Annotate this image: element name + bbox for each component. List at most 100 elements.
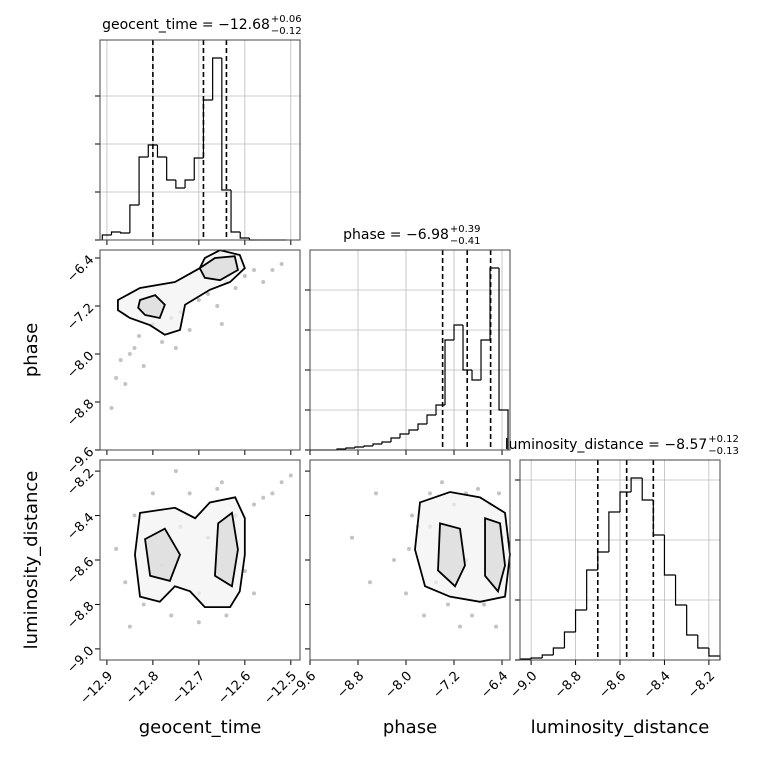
sample-point — [173, 469, 178, 474]
sample-point — [497, 491, 502, 496]
sample-point — [470, 613, 475, 618]
contour — [137, 294, 166, 320]
sample-point — [206, 291, 211, 296]
sample-point — [196, 297, 201, 302]
sample-point — [132, 513, 137, 518]
x-tick-label: −12.6 — [215, 669, 254, 708]
histogram-bin — [156, 145, 167, 158]
panel-frame — [99, 249, 301, 451]
histogram-bin — [630, 477, 643, 492]
panel-frame — [519, 459, 721, 661]
x-tick-label: −8.4 — [641, 669, 674, 702]
contour — [437, 522, 466, 588]
sample-point — [404, 591, 409, 596]
x-tick-label: −8.6 — [596, 669, 629, 702]
sample-point — [407, 546, 412, 551]
histogram-bin — [619, 491, 632, 512]
sample-point — [242, 273, 247, 278]
contour — [214, 511, 239, 588]
sample-point — [270, 267, 275, 272]
histogram-bin — [408, 429, 419, 434]
title-lower: −0.12 — [271, 26, 302, 37]
y-tick-label: −6.4 — [64, 253, 97, 286]
sample-point — [252, 591, 257, 596]
histogram-bin — [354, 446, 365, 448]
histogram-bin — [686, 605, 698, 636]
histogram-bin — [184, 179, 195, 188]
sample-point — [215, 486, 220, 491]
y-tick-label: −8.0 — [64, 349, 97, 382]
sample-point — [224, 613, 229, 618]
y-axis-label: phase — [21, 323, 42, 377]
x-axis-label: geocent_time — [139, 717, 262, 738]
panel-frame — [99, 459, 301, 661]
sample-point — [187, 491, 192, 496]
histogram-bin — [426, 414, 437, 424]
panel-title: geocent_time = −12.68 — [102, 17, 270, 33]
y-tick-label: −9.0 — [64, 644, 97, 677]
sample-point — [458, 624, 463, 629]
y-tick-label: −8.6 — [64, 555, 97, 588]
sample-point — [476, 486, 481, 491]
x-axis-label: luminosity_distance — [531, 717, 710, 738]
histogram-bin — [530, 657, 543, 659]
histogram-bin — [193, 157, 204, 180]
sample-point — [141, 602, 146, 607]
sample-point — [187, 327, 192, 332]
title-upper: +0.39 — [450, 224, 481, 235]
x-tick-label: −8.0 — [382, 669, 415, 702]
histogram-bin — [381, 441, 392, 444]
title-lower: −0.13 — [708, 446, 739, 457]
title-upper: +0.12 — [708, 434, 739, 445]
histogram-bin — [390, 437, 401, 442]
histogram-bin — [129, 204, 140, 233]
sample-point — [127, 624, 132, 629]
x-tick-label: −9.0 — [507, 669, 540, 702]
sample-point — [428, 491, 433, 496]
x-tick-label: −7.2 — [430, 669, 463, 702]
panel-title: phase = −6.98 — [343, 227, 449, 243]
sample-point — [392, 558, 397, 562]
sample-point — [127, 351, 132, 356]
histogram-bin — [212, 57, 222, 100]
sample-point — [374, 491, 379, 496]
sample-point — [141, 363, 146, 368]
sample-point — [279, 261, 284, 266]
y-tick-label: −7.2 — [64, 301, 97, 334]
histogram-bin — [586, 569, 598, 610]
sample-point — [410, 513, 415, 518]
x-tick-label: −12.8 — [123, 669, 162, 708]
histogram-bin — [345, 447, 356, 449]
sample-point — [261, 279, 266, 284]
x-tick-label: −12.7 — [169, 669, 208, 708]
sample-point — [446, 602, 451, 607]
histogram-bin — [372, 443, 383, 446]
sample-point — [114, 375, 119, 380]
y-tick-label: −8.8 — [64, 599, 97, 632]
histogram-bin — [471, 370, 482, 381]
x-tick-label: −6.4 — [478, 669, 511, 702]
histogram-bin — [399, 433, 410, 438]
sample-point — [494, 624, 499, 629]
sample-point — [350, 535, 355, 540]
contour — [144, 527, 181, 582]
contour — [484, 516, 506, 594]
histogram-bin — [597, 551, 609, 570]
histogram-bin — [363, 445, 374, 447]
sample-point — [261, 495, 266, 500]
sample-point — [270, 491, 275, 496]
sample-point — [132, 345, 137, 350]
sample-point — [288, 473, 293, 478]
histogram-bin — [663, 535, 676, 576]
panel-title: luminosity_distance = −8.57 — [505, 437, 708, 453]
histogram-bin — [239, 232, 250, 239]
sample-point — [123, 580, 128, 585]
histogram-bin — [166, 157, 176, 181]
sample-point — [242, 569, 247, 574]
histogram-bin — [674, 575, 687, 606]
histogram-bin — [552, 647, 565, 655]
sample-point — [252, 267, 257, 272]
sample-point — [482, 602, 487, 607]
histogram-bin — [221, 58, 232, 191]
y-tick-label: −8.4 — [64, 510, 97, 543]
